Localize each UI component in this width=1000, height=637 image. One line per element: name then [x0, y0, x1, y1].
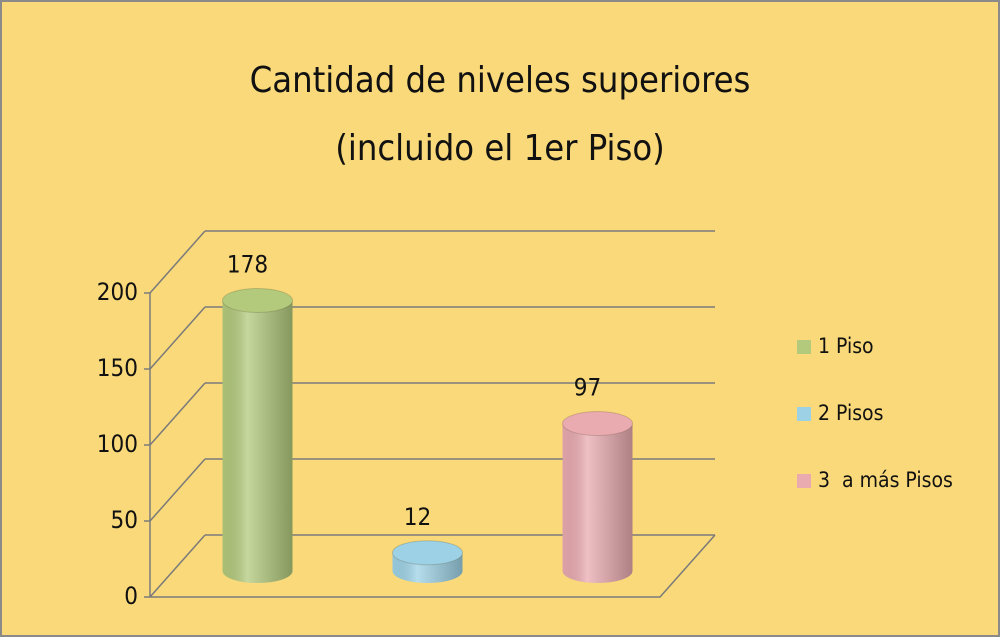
value-label: 12 — [404, 503, 431, 531]
bar-top — [392, 540, 463, 566]
value-label: 178 — [227, 250, 268, 278]
grid-line — [149, 306, 206, 370]
bar-top — [222, 287, 293, 313]
bar-shade — [392, 552, 463, 583]
y-tick-label: 200 — [97, 278, 138, 306]
grid-line — [149, 230, 206, 294]
legend-label: 2 Pisos — [818, 401, 883, 425]
y-tick-label: 150 — [97, 354, 138, 382]
y-tick-label: 100 — [97, 430, 138, 458]
legend-label: 3 a más Pisos — [818, 468, 953, 492]
bar-shade — [562, 423, 633, 583]
chart-title: (incluido el 1er Piso) — [335, 128, 665, 169]
legend-swatch — [797, 340, 811, 354]
bar-shade — [222, 300, 293, 583]
bar-top — [562, 411, 633, 437]
grid-line — [149, 382, 206, 446]
legend-swatch — [797, 407, 811, 421]
chart-title: Cantidad de niveles superiores — [250, 60, 751, 101]
grid-line — [149, 534, 206, 598]
y-tick-label: 0 — [124, 582, 138, 610]
floor — [150, 534, 716, 598]
value-label: 97 — [574, 374, 601, 402]
legend-swatch — [797, 474, 811, 488]
y-tick-label: 50 — [111, 506, 138, 534]
grid-line — [149, 458, 206, 522]
legend-label: 1 Piso — [818, 334, 874, 358]
